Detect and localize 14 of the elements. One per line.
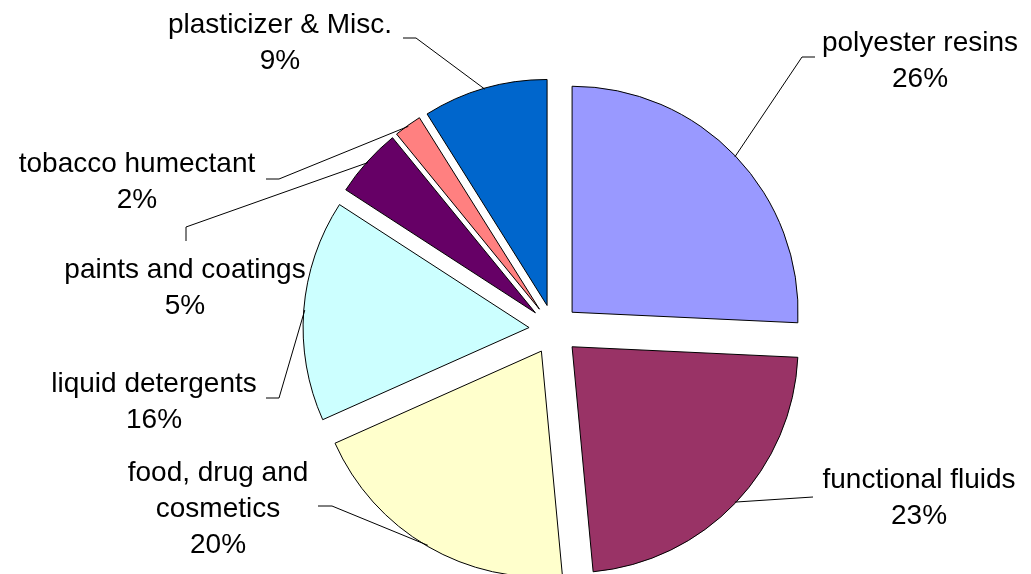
slice-label: tobacco humectant [18,147,256,178]
data-label: 16% [125,403,183,434]
slice-label: liquid detergents [51,367,257,398]
slice-label: plasticizer & Misc. [167,8,393,39]
data-label: 23% [890,499,948,530]
slice-label: polyester resins [821,26,1019,57]
data-label: 26% [891,62,949,93]
slice-label: functional fluids [822,463,1016,494]
slice-label: paints and coatings [64,253,306,284]
data-label: 9% [259,44,301,75]
data-label: 2% [116,183,158,214]
data-label: 5% [164,289,206,320]
data-label: 20% [189,528,247,559]
slice-label: food, drug and cosmetics [127,456,309,523]
